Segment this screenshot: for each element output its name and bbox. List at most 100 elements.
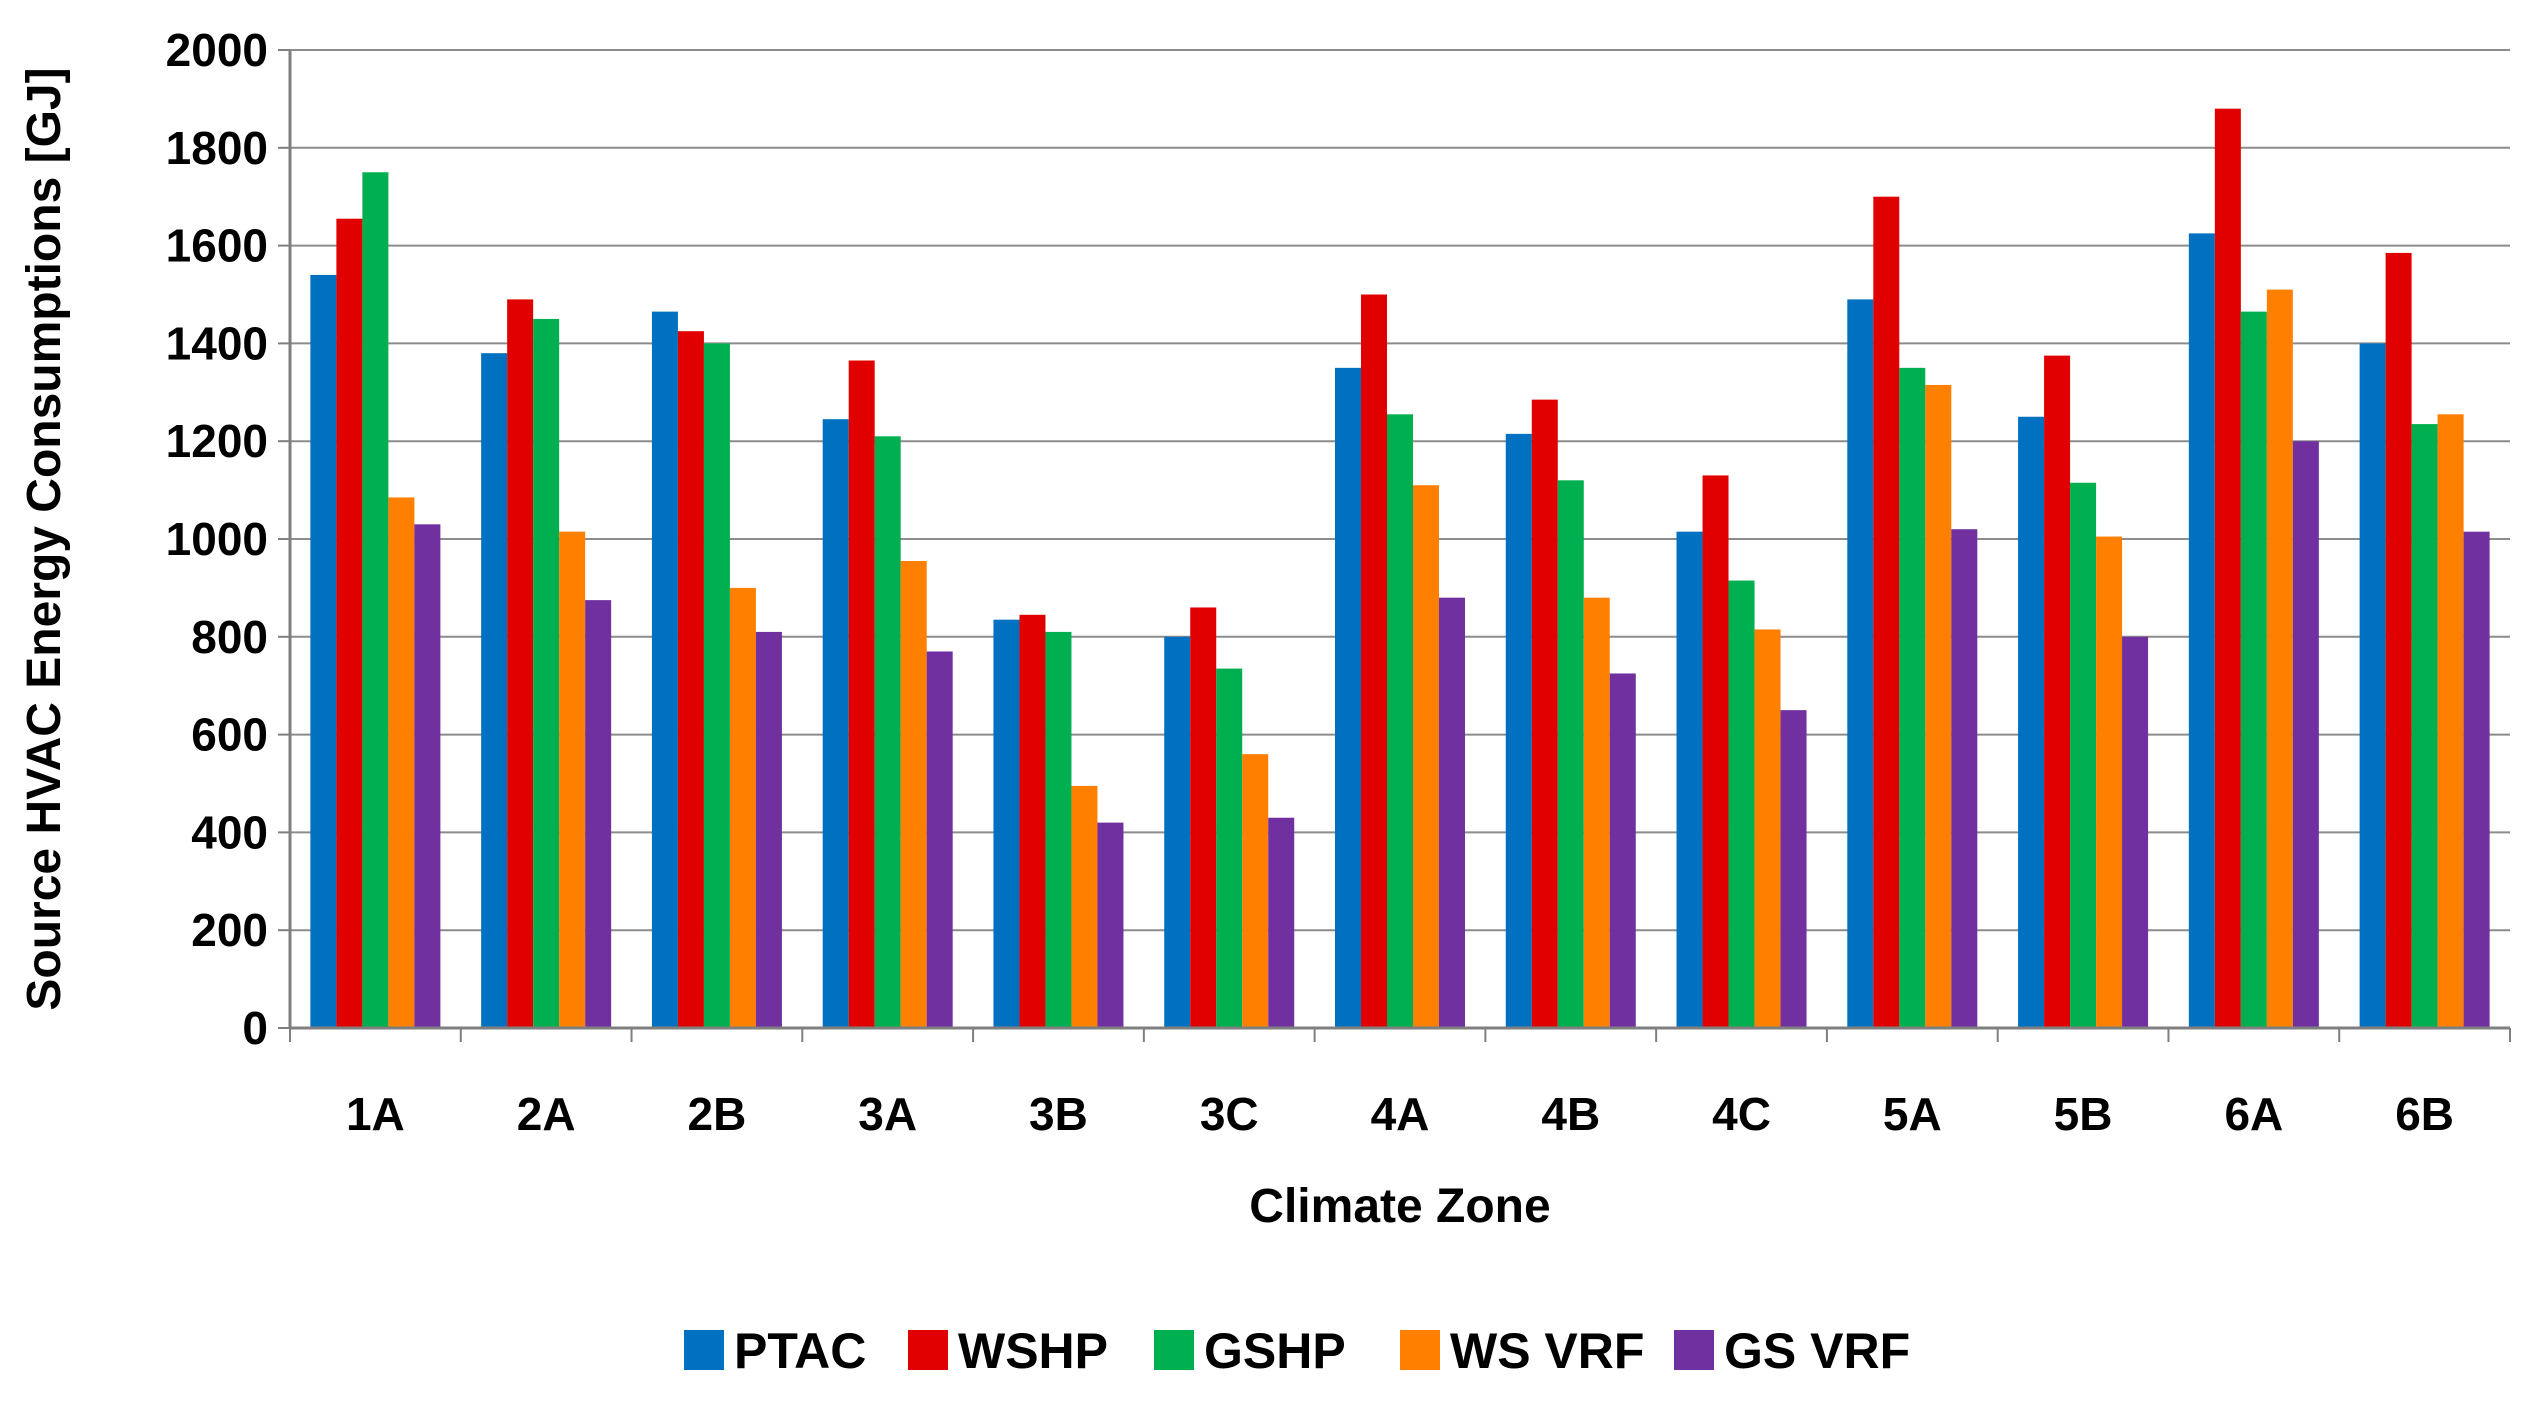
x-tick-label: 2B xyxy=(688,1088,747,1140)
y-axis-title: Source HVAC Energy Consumptions [GJ] xyxy=(18,67,71,1010)
bar-ws-vrf-5a xyxy=(1925,384,1952,1029)
y-tick-label: 1000 xyxy=(166,513,268,565)
bar-ptac-2b xyxy=(651,311,678,1028)
bar-gs-vrf-3a xyxy=(926,651,953,1028)
bar-gs-vrf-4c xyxy=(1780,710,1807,1028)
y-tick-label: 800 xyxy=(191,611,268,663)
bar-ws-vrf-4c xyxy=(1754,629,1781,1028)
x-axis-title: Climate Zone xyxy=(1249,1180,1550,1233)
bar-gs-vrf-2a xyxy=(585,600,612,1028)
legend-swatch-wshp xyxy=(908,1330,948,1370)
x-tick-label: 6B xyxy=(2395,1088,2454,1140)
x-tick-label: 3C xyxy=(1200,1088,1259,1140)
x-tick-label: 4A xyxy=(1371,1088,1430,1140)
bar-ws-vrf-6b xyxy=(2437,414,2464,1028)
y-tick-label: 600 xyxy=(191,709,268,761)
x-tick-label: 2A xyxy=(517,1088,576,1140)
legend-label: GSHP xyxy=(1204,1323,1346,1379)
bar-gs-vrf-6a xyxy=(2292,441,2319,1028)
y-tick-label: 400 xyxy=(191,806,268,858)
legend-label: WSHP xyxy=(958,1323,1108,1379)
bar-gshp-6a xyxy=(2240,311,2267,1028)
axes xyxy=(278,49,2511,1042)
bar-gs-vrf-2b xyxy=(755,631,782,1028)
y-tick-label: 2000 xyxy=(166,24,268,76)
bar-ptac-6a xyxy=(2188,233,2215,1028)
bar-gs-vrf-1a xyxy=(414,524,441,1028)
bar-ws-vrf-6a xyxy=(2266,289,2293,1028)
bar-gshp-2a xyxy=(533,318,560,1028)
bar-gs-vrf-4b xyxy=(1609,673,1636,1028)
bar-wshp-4c xyxy=(1702,475,1729,1028)
y-tick-label: 1600 xyxy=(166,220,268,272)
bar-ws-vrf-3b xyxy=(1071,785,1098,1028)
x-tick-labels: 1A 2A 2B 3A 3B 3C 4A 4B 4C 5A 5B 6A 6B xyxy=(346,1088,2454,1140)
bar-wshp-6a xyxy=(2214,108,2241,1029)
bar-gs-vrf-5b xyxy=(2122,636,2149,1028)
y-tick-label: 1800 xyxy=(166,122,268,174)
legend-label: GS VRF xyxy=(1724,1323,1910,1379)
bar-ws-vrf-1a xyxy=(388,497,415,1028)
bar-gshp-4c xyxy=(1728,580,1755,1028)
x-tick-label: 1A xyxy=(346,1088,405,1140)
legend-swatch-ptac xyxy=(684,1330,724,1370)
bar-ws-vrf-3a xyxy=(900,561,927,1028)
bar-gshp-3b xyxy=(1045,631,1072,1028)
bar-gshp-6b xyxy=(2411,424,2438,1029)
legend-swatch-gs-vrf xyxy=(1674,1330,1714,1370)
bar-ptac-4b xyxy=(1505,433,1532,1028)
legend-label: WS VRF xyxy=(1450,1323,1644,1379)
bar-gshp-2b xyxy=(703,343,730,1028)
bar-gshp-3c xyxy=(1216,668,1243,1028)
x-tick-label: 4B xyxy=(1541,1088,1600,1140)
x-tick-label: 5B xyxy=(2054,1088,2113,1140)
x-tick-label: 6A xyxy=(2224,1088,2283,1140)
bar-ptac-3a xyxy=(822,419,849,1028)
bars xyxy=(310,108,2490,1029)
bar-ws-vrf-4b xyxy=(1583,597,1610,1028)
bar-ptac-4a xyxy=(1335,367,1361,1029)
bar-gshp-5b xyxy=(2070,482,2097,1028)
legend-label: PTAC xyxy=(734,1323,866,1379)
bar-wshp-3a xyxy=(848,360,875,1028)
bar-wshp-2a xyxy=(507,299,534,1028)
bar-wshp-3b xyxy=(1019,614,1046,1028)
bar-gshp-3a xyxy=(874,436,901,1028)
y-tick-label: 0 xyxy=(242,1002,268,1054)
bar-wshp-2b xyxy=(677,331,704,1028)
bar-gs-vrf-3c xyxy=(1268,817,1295,1028)
bar-ws-vrf-3c xyxy=(1242,754,1269,1028)
x-tick-label: 5A xyxy=(1883,1088,1942,1140)
y-tick-label: 200 xyxy=(191,904,268,956)
legend-swatch-gshp xyxy=(1154,1330,1194,1370)
bar-ptac-1a xyxy=(310,274,337,1028)
bar-gshp-5a xyxy=(1899,367,1926,1029)
bar-gs-vrf-3b xyxy=(1097,822,1124,1028)
x-tick-label: 3A xyxy=(858,1088,917,1140)
y-tick-label: 1400 xyxy=(166,317,268,369)
x-tick-label: 3B xyxy=(1029,1088,1088,1140)
bar-gshp-4a xyxy=(1387,414,1413,1028)
bar-wshp-4b xyxy=(1531,399,1558,1028)
bar-wshp-3c xyxy=(1190,607,1217,1028)
legend: PTAC WSHP GSHP WS VRF GS VRF xyxy=(684,1323,1910,1379)
bar-gs-vrf-6b xyxy=(2463,531,2490,1028)
bar-ptac-2a xyxy=(481,353,508,1028)
bar-gshp-4b xyxy=(1557,480,1584,1028)
bar-ws-vrf-5b xyxy=(2096,536,2123,1028)
bar-wshp-5b xyxy=(2044,355,2071,1028)
bar-wshp-4a xyxy=(1361,294,1387,1028)
bar-ptac-3c xyxy=(1164,636,1191,1028)
legend-swatch-ws-vrf xyxy=(1400,1330,1440,1370)
bar-gs-vrf-4a xyxy=(1439,597,1465,1028)
x-tick-label: 4C xyxy=(1712,1088,1771,1140)
y-tick-label: 1200 xyxy=(166,415,268,467)
bar-ptac-5a xyxy=(1847,299,1874,1028)
bar-ptac-3b xyxy=(993,619,1020,1028)
bar-gs-vrf-5a xyxy=(1951,529,1978,1028)
bar-gshp-1a xyxy=(362,172,389,1028)
bar-wshp-1a xyxy=(336,218,363,1028)
bar-ws-vrf-4a xyxy=(1413,485,1439,1029)
y-tick-labels: 0 200 400 600 800 1000 1200 1400 1600 1800 2000 xyxy=(166,24,268,1054)
